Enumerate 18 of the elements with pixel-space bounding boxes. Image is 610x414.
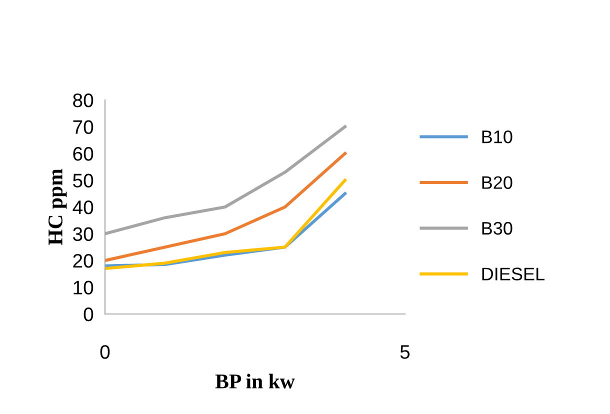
y-tick-label: 40 bbox=[72, 200, 94, 214]
y-tick-label: 80 bbox=[73, 93, 94, 108]
legend-label: DIESEL bbox=[482, 268, 544, 280]
y-tick-label: 0 bbox=[84, 307, 94, 322]
y-tick-label: 60 bbox=[73, 146, 94, 161]
line-series bbox=[105, 152, 347, 262]
y-tick-label: 50 bbox=[73, 174, 94, 188]
y-tick-label: 10 bbox=[74, 280, 94, 294]
y-axis-title: HC ppm bbox=[48, 168, 67, 246]
legend-label: B30 bbox=[482, 222, 512, 235]
y-tick-label: 30 bbox=[73, 227, 94, 241]
legend-label: B20 bbox=[482, 176, 512, 189]
line-series bbox=[105, 178, 347, 270]
y-tick-label: 70 bbox=[73, 120, 94, 134]
x-axis-title: BP in kw bbox=[215, 374, 295, 388]
x-tick-label: 5 bbox=[400, 345, 410, 359]
y-tick-label: 20 bbox=[73, 254, 94, 268]
legend-label: B10 bbox=[482, 130, 512, 144]
